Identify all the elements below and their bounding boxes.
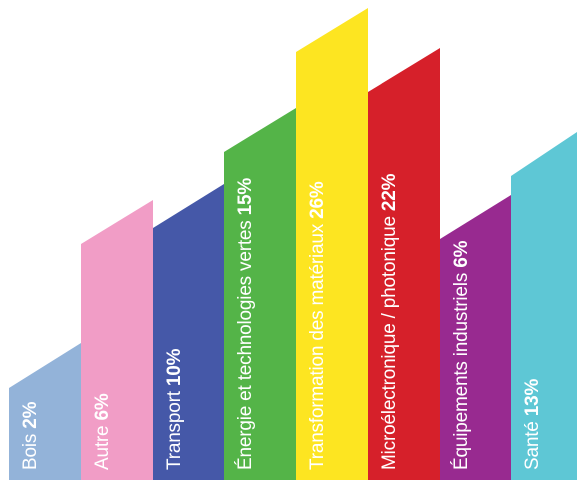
labels-layer: Bois 2% Autre 6% Transport 10% Énergie et t… [20,173,543,470]
bar-label-6: Microélectronique / photonique 22% [379,173,400,470]
bars-layer [9,8,577,480]
category-label: Transport [164,386,185,470]
bar-4 [224,108,296,480]
bar-label-2: Autre 6% [92,393,113,470]
value-label: 6% [92,393,113,420]
value-label: 6% [451,240,472,267]
category-label: Autre [92,421,113,471]
category-label: Bois [20,429,41,470]
category-label: Microélectronique / photonique [379,211,400,470]
bar-6 [368,48,440,480]
bar-label-1: Bois 2% [20,401,41,470]
bar-5 [296,8,368,480]
bar-label-8: Santé 13% [522,379,543,470]
category-label: Transformation des matériaux [307,219,328,470]
bar-8 [511,132,577,480]
bar-label-5: Transformation des matériaux 26% [307,181,328,470]
category-label: Équipements industriels [451,268,472,470]
bar-3 [153,184,224,480]
category-label: Énergie et technologies vertes [235,215,256,470]
bar-2 [81,200,153,480]
value-label: 10% [164,348,185,386]
value-label: 2% [20,401,41,428]
bar-label-3: Transport 10% [164,348,185,470]
bar-label-4: Énergie et technologies vertes 15% [235,178,256,470]
bar-7 [440,195,511,480]
value-label: 13% [522,379,543,417]
value-label: 22% [379,173,400,211]
category-label: Santé [522,416,543,470]
bar-label-7: Équipements industriels 6% [451,240,472,470]
bar-1 [9,343,81,480]
value-label: 15% [235,178,256,216]
value-label: 26% [307,181,328,219]
